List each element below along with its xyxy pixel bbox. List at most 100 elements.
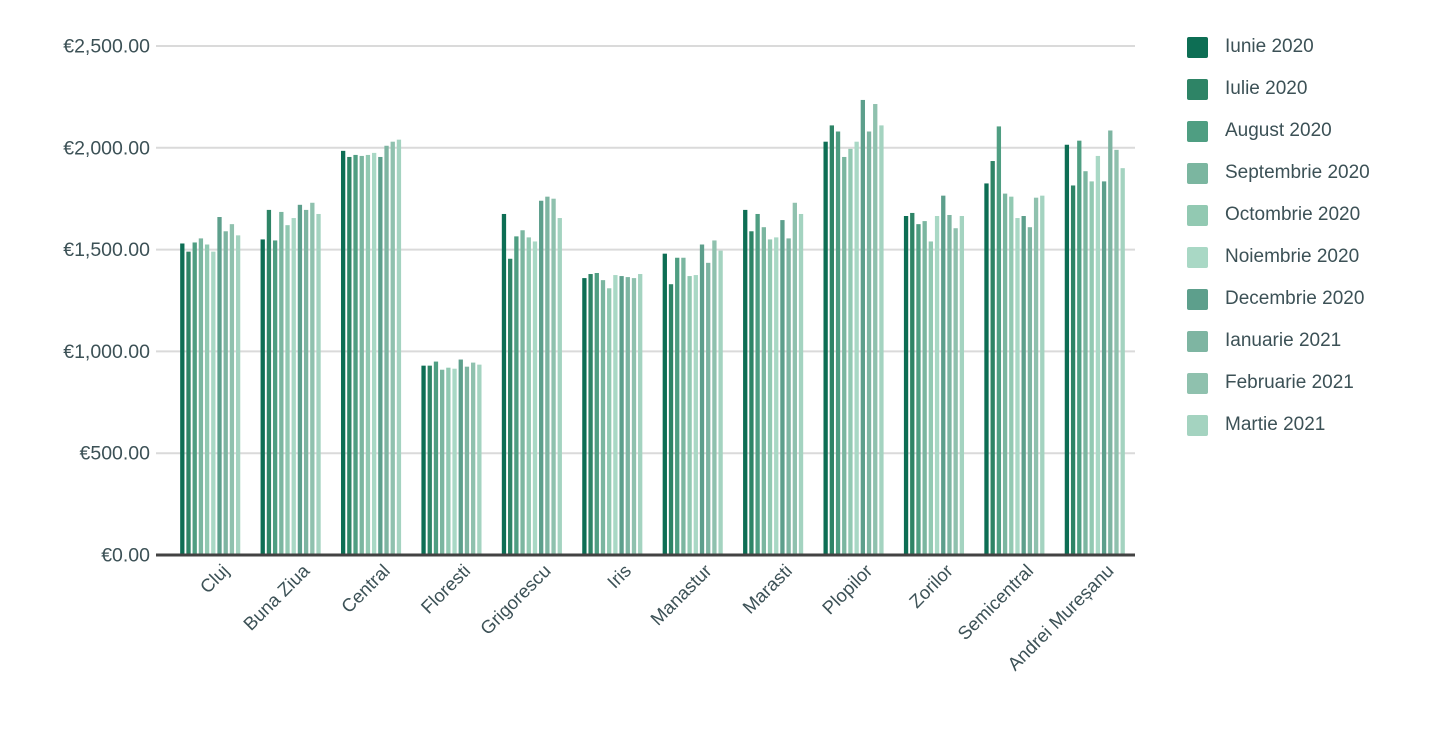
legend-item[interactable]: Ianuarie 2021 — [1187, 330, 1370, 352]
bar[interactable] — [229, 224, 235, 555]
bar[interactable] — [582, 278, 587, 555]
bar[interactable] — [687, 276, 692, 555]
bar[interactable] — [204, 244, 210, 555]
bar[interactable] — [848, 148, 853, 555]
bar[interactable] — [260, 239, 265, 556]
bar[interactable] — [600, 280, 606, 555]
bar[interactable] — [947, 214, 952, 556]
bar[interactable] — [996, 126, 1002, 556]
bar[interactable] — [557, 218, 562, 556]
bar[interactable] — [285, 225, 290, 556]
bar[interactable] — [984, 183, 989, 555]
bar[interactable] — [279, 211, 284, 555]
legend-item[interactable]: Martie 2021 — [1187, 414, 1370, 436]
bar[interactable] — [860, 99, 865, 555]
bar[interactable] — [934, 216, 940, 555]
bar[interactable] — [743, 209, 748, 555]
bar[interactable] — [990, 161, 995, 555]
bar[interactable] — [1070, 185, 1076, 555]
bar[interactable] — [1009, 196, 1014, 555]
bar[interactable] — [180, 243, 185, 556]
bar[interactable] — [464, 366, 470, 555]
bar[interactable] — [662, 253, 667, 556]
bar[interactable] — [792, 202, 797, 555]
bar[interactable] — [607, 288, 612, 555]
bar[interactable] — [835, 131, 841, 555]
bar[interactable] — [594, 273, 599, 555]
bar[interactable] — [631, 278, 637, 555]
bar[interactable] — [761, 227, 766, 555]
bar[interactable] — [446, 367, 451, 555]
bar[interactable] — [774, 237, 779, 555]
bar[interactable] — [922, 221, 927, 555]
bar[interactable] — [1027, 227, 1033, 555]
bar[interactable] — [427, 365, 432, 555]
bar[interactable] — [384, 145, 389, 555]
bar[interactable] — [316, 213, 321, 555]
bar[interactable] — [928, 241, 934, 555]
bar[interactable] — [910, 212, 915, 555]
bar[interactable] — [520, 230, 525, 555]
bar[interactable] — [217, 217, 222, 555]
bar[interactable] — [353, 154, 358, 555]
bar[interactable] — [526, 237, 531, 555]
bar[interactable] — [854, 141, 859, 555]
bar[interactable] — [390, 141, 395, 555]
bar[interactable] — [1095, 155, 1101, 555]
bar[interactable] — [347, 156, 352, 555]
bar[interactable] — [953, 228, 958, 555]
bar[interactable] — [297, 204, 303, 555]
bar[interactable] — [508, 258, 513, 555]
bar[interactable] — [1033, 197, 1039, 555]
bar[interactable] — [829, 125, 834, 556]
bar[interactable] — [266, 209, 272, 555]
bar[interactable] — [539, 200, 544, 556]
bar[interactable] — [767, 239, 773, 556]
bar[interactable] — [458, 359, 463, 555]
bar[interactable] — [718, 250, 723, 555]
bar[interactable] — [916, 224, 921, 555]
bar[interactable] — [514, 236, 519, 555]
bar[interactable] — [959, 216, 965, 555]
bar[interactable] — [941, 195, 946, 555]
legend-item[interactable]: Octombrie 2020 — [1187, 204, 1370, 226]
bar[interactable] — [1064, 144, 1070, 555]
bar[interactable] — [303, 209, 309, 555]
bar[interactable] — [668, 284, 674, 555]
bar[interactable] — [866, 131, 872, 555]
bar[interactable] — [588, 274, 593, 555]
bar[interactable] — [749, 231, 754, 555]
bar[interactable] — [198, 238, 204, 555]
bar[interactable] — [1089, 181, 1094, 555]
bar[interactable] — [1120, 168, 1125, 555]
bar[interactable] — [291, 218, 296, 556]
bar[interactable] — [1108, 130, 1113, 556]
bar[interactable] — [1040, 195, 1045, 555]
bar[interactable] — [798, 213, 804, 555]
bar[interactable] — [1015, 218, 1020, 556]
bar[interactable] — [452, 368, 457, 555]
bar[interactable] — [842, 156, 847, 555]
bar[interactable] — [235, 235, 241, 555]
bar[interactable] — [378, 156, 383, 555]
bar[interactable] — [551, 198, 556, 555]
bar[interactable] — [823, 141, 828, 555]
bar[interactable] — [638, 274, 643, 555]
bar[interactable] — [1083, 171, 1088, 555]
bar[interactable] — [186, 251, 191, 555]
bar[interactable] — [619, 276, 624, 555]
bar[interactable] — [371, 152, 377, 555]
bar[interactable] — [1002, 193, 1008, 556]
legend-item[interactable]: August 2020 — [1187, 120, 1370, 142]
bar[interactable] — [903, 216, 909, 555]
legend-item[interactable]: Septembrie 2020 — [1187, 162, 1370, 184]
legend-item[interactable]: Iunie 2020 — [1187, 36, 1370, 58]
bar[interactable] — [780, 220, 785, 555]
bar[interactable] — [873, 104, 878, 555]
legend-item[interactable]: Noiembrie 2020 — [1187, 246, 1370, 268]
bar[interactable] — [396, 139, 402, 555]
bar[interactable] — [545, 196, 550, 555]
bar[interactable] — [693, 275, 698, 555]
bar[interactable] — [1021, 216, 1026, 555]
bar[interactable] — [681, 257, 686, 555]
